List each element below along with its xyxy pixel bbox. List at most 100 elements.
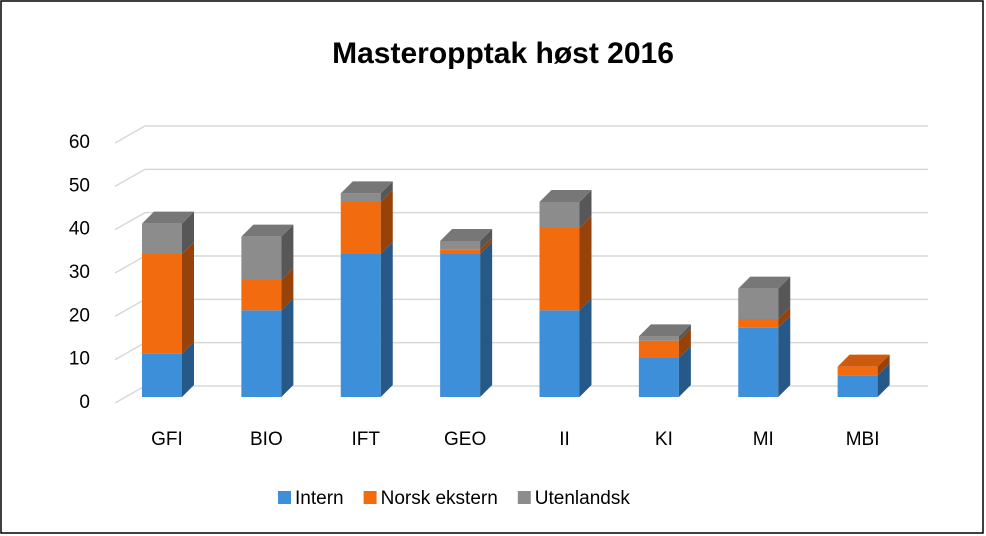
bar-face xyxy=(579,216,592,311)
bar-face xyxy=(380,190,393,254)
bar-face xyxy=(579,190,592,228)
bar-face xyxy=(440,254,481,397)
y-tick-label: 10 xyxy=(69,349,90,370)
bar-face xyxy=(440,249,481,254)
grid-line xyxy=(114,125,928,144)
grid-line xyxy=(114,211,928,231)
x-tick-label: MBI xyxy=(846,429,880,450)
chart-title: Masteropptak høst 2016 xyxy=(332,37,674,70)
bar-face xyxy=(142,254,182,354)
bar-face xyxy=(678,324,691,341)
bar-face xyxy=(539,190,592,202)
bar-face xyxy=(440,229,493,241)
bar-face xyxy=(182,242,194,354)
bar-face xyxy=(638,336,679,341)
bar-face xyxy=(281,268,294,311)
x-tick-label: IFT xyxy=(352,429,381,450)
bar-face xyxy=(340,181,393,194)
bar-segment xyxy=(539,216,592,311)
bar-face xyxy=(142,223,182,254)
bar-face xyxy=(182,341,194,397)
x-tick-label: KI xyxy=(655,429,673,450)
bar-segment xyxy=(340,190,393,254)
bar-segment xyxy=(539,298,592,397)
bar-segment xyxy=(241,224,294,280)
bar-face xyxy=(380,181,393,202)
bar-face xyxy=(241,236,282,280)
bar-face xyxy=(182,211,194,254)
bar-segment xyxy=(539,190,592,228)
x-tick-label: GEO xyxy=(444,429,486,450)
bar-face xyxy=(142,353,182,397)
legend-swatch xyxy=(363,491,377,504)
bar-face xyxy=(778,315,791,397)
bar-face xyxy=(678,328,691,358)
bar-face xyxy=(142,211,194,224)
bar-face xyxy=(440,241,481,250)
y-tick-label: 50 xyxy=(69,175,90,196)
x-tick-label: MI xyxy=(753,429,774,450)
bar-face xyxy=(241,224,294,237)
bar-face xyxy=(340,193,381,202)
bar-segment xyxy=(142,341,194,397)
y-tick-label: 20 xyxy=(69,305,90,326)
bar-face xyxy=(480,229,493,250)
legend-label: Norsk ekstern xyxy=(381,488,498,509)
bar-face xyxy=(778,307,791,328)
bar-face xyxy=(281,224,294,280)
bar-face xyxy=(738,276,791,289)
bar-face xyxy=(480,237,493,254)
bar-face xyxy=(539,228,580,311)
grid-line xyxy=(114,168,928,187)
bar-segment xyxy=(142,242,194,354)
bar-face xyxy=(837,366,878,376)
bar-face xyxy=(241,310,282,397)
bar-face xyxy=(340,254,381,397)
bar-segment xyxy=(638,346,691,397)
bar-segment xyxy=(440,242,493,397)
bar-face xyxy=(638,340,679,358)
x-tick-label: GFI xyxy=(151,429,183,450)
bar-segment xyxy=(340,181,393,202)
bar-segment xyxy=(738,307,791,328)
bar-segment xyxy=(142,211,194,254)
bar-face xyxy=(877,354,890,376)
bar-segment xyxy=(738,276,791,319)
bar-face xyxy=(678,346,691,397)
bar-face xyxy=(480,242,493,397)
bar-face xyxy=(877,363,890,397)
bar-face xyxy=(539,310,580,397)
legend-swatch xyxy=(278,491,291,504)
bar-segment xyxy=(638,328,691,358)
bar-segment xyxy=(241,298,294,397)
bar-segment xyxy=(440,229,493,250)
bar-segment xyxy=(638,324,691,341)
bar-face xyxy=(738,319,779,328)
bar-segment xyxy=(241,268,294,311)
y-tick-label: 40 xyxy=(69,219,90,240)
bar-face xyxy=(778,276,791,319)
bar-face xyxy=(837,354,890,367)
bar-face xyxy=(380,242,393,397)
legend-label: Utenlandsk xyxy=(535,488,631,509)
bar-face xyxy=(638,324,691,337)
bar-segment xyxy=(837,354,890,376)
y-tick-label: 60 xyxy=(69,132,90,153)
bar-face xyxy=(281,298,294,397)
bar-face xyxy=(241,280,282,311)
bar-face xyxy=(340,202,381,254)
y-tick-label: 0 xyxy=(79,392,90,413)
legend-label: Intern xyxy=(295,488,344,509)
x-tick-label: II xyxy=(559,429,570,450)
bar-face xyxy=(579,298,592,397)
bar-face xyxy=(738,327,779,397)
y-tick-label: 30 xyxy=(69,262,90,283)
bar-face xyxy=(837,375,878,397)
legend-swatch xyxy=(517,491,531,504)
bar-face xyxy=(638,358,679,397)
bar-segment xyxy=(340,242,393,397)
bar-segment xyxy=(837,363,890,397)
bar-segment xyxy=(440,237,493,254)
bar-face xyxy=(738,288,779,319)
